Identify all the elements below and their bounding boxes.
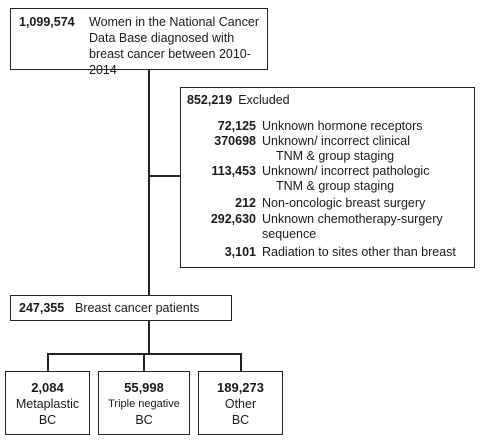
excluded-item-count: 292,630 [210,212,256,226]
excluded-item-label: Non-oncologic breast surgery [262,196,426,210]
excluded-box: 852,219 Excluded 72,125 Unknown hormone r… [180,87,475,268]
group-label: Metaplastic [15,397,80,411]
excluded-header: 852,219 Excluded [187,93,290,108]
connector-to-metaplastic [47,353,49,371]
excluded-count: 852,219 [187,93,233,107]
cohort-box-total: 1,099,574 Women in the National Cancer D… [10,8,268,77]
group-count: 189,273 [217,380,264,395]
group-box-other: 189,273 Other BC [198,371,283,435]
group-label: Other [224,397,257,411]
excluded-item-label: Unknown/ incorrect clinical TNM & group s… [262,134,410,163]
connector-to-excluded [148,175,180,177]
group-sublabel: BC [135,413,153,427]
group-box-triple-negative: 55,998 Triple negative BC [98,371,190,435]
group-sublabel: BC [231,413,250,427]
excluded-item-count: 72,125 [217,119,256,133]
excluded-item-count: 3,101 [224,245,256,259]
total-description: Women in the National Cancer Data Base d… [89,15,259,77]
total-count: 1,099,574 [19,15,75,29]
group-box-metaplastic: 2,084 Metaplastic BC [5,371,90,435]
connector-mid-vertical [148,321,150,354]
connector-to-triple-negative [143,353,145,371]
patients-description: Breast cancer patients [75,301,200,315]
group-count: 55,998 [124,380,164,395]
cohort-box-breast-cancer-patients: 247,355 Breast cancer patients [10,295,232,321]
excluded-item-count: 113,453 [211,164,257,178]
group-sublabel: BC [38,413,57,427]
excluded-label: Excluded [238,93,290,107]
excluded-item-count: 212 [235,196,256,210]
group-label: Triple negative [108,398,180,410]
excluded-item-label: Unknown chemotherapy-surgery sequence [262,212,443,241]
connector-top-vertical [148,70,150,295]
excluded-item-count: 370698 [214,134,256,148]
excluded-item-label: Unknown/ incorrect pathologic TNM & group… [262,164,430,193]
group-count: 2,084 [31,380,64,395]
connector-to-other [240,353,242,371]
excluded-item-label: Unknown hormone receptors [262,119,423,133]
patients-count: 247,355 [19,301,65,315]
excluded-item-label: Radiation to sites other than breast [262,245,456,259]
